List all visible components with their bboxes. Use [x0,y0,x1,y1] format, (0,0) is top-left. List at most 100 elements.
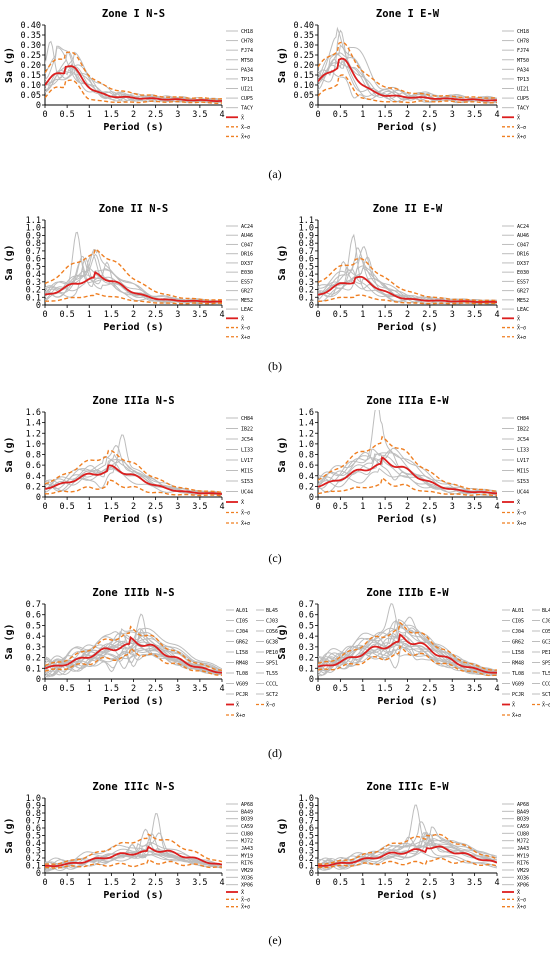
x-tick-label: 1 [360,310,365,320]
record-line [318,247,497,303]
legend-label: E030 [241,270,253,276]
y-tick-label: 0.2 [299,286,314,296]
record-line [318,831,497,871]
legend-label: VM29 [517,868,529,874]
y-tick-label: 0.5 [299,262,314,272]
x-tick-label: 4 [494,110,499,120]
legend-label: E030 [517,270,529,276]
x-tick-label: 2 [131,502,136,512]
mean-line [45,845,222,867]
y-tick-label: 0.2 [26,654,41,664]
y-tick-label: 0 [36,493,41,503]
x-tick-label: 1 [360,502,365,512]
y-tick-label: 0.2 [26,286,41,296]
legend-label: X̄−σ [241,325,250,332]
legend-label: VM29 [241,868,253,874]
record-line [318,602,497,673]
y-tick-label: 0.8 [26,809,41,819]
legend-label: X̄+σ [517,904,526,911]
y-tick-label: 0.7 [299,817,314,827]
legend-label: DX37 [241,261,253,267]
x-tick-label: 0.5 [59,110,74,120]
legend-label: CH84 [517,416,529,422]
legend-label: X̄−σ [241,896,250,903]
legend-label: CJ04 [512,629,524,635]
legend-label: X̄ [241,499,244,506]
mean-minus-sigma-line [45,858,222,869]
x-tick-label: 3 [450,110,455,120]
legend-label: IB22 [241,427,253,433]
x-tick-label: 2.5 [148,684,163,694]
x-tick-label: 4 [494,502,499,512]
legend-label: JA43 [241,846,253,852]
x-axis-label: Period (s) [377,695,437,707]
chart-panel: Zone IIIc N-S00.10.20.30.40.50.60.70.80.… [4,781,253,911]
legend-label: X̄+σ [517,334,526,341]
x-tick-label: 4 [219,110,224,120]
legend-label: CJ04 [236,629,248,635]
x-tick-label: 2 [131,684,136,694]
legend-label: BL45 [266,608,278,614]
x-tick-label: 3 [450,684,455,694]
legend: AC24 AU46 C047 DR16 DX37 E030 ES57 GR27 ME52 LEAC… [226,224,253,341]
record-line [318,648,497,677]
legend-label: SP51 [542,661,550,667]
record-line [318,834,497,868]
legend-label: RM48 [512,661,524,667]
y-tick-label: 1.0 [299,794,314,804]
legend: AL01 CI05 CJ04 GR62 LI58 RM48 TL08 VG09 PCJR BL45… [226,608,278,719]
y-tick-label: 0.6 [299,824,314,834]
legend-label: LI33 [517,448,529,454]
y-tick-label: 0.30 [21,41,41,51]
legend-label: TP13 [517,77,529,83]
x-tick-label: 1.5 [377,310,392,320]
x-tick-label: 3.5 [467,310,482,320]
legend-label: UI21 [517,87,529,93]
y-axis-label: Sa (g) [277,244,288,280]
x-tick-label: 3 [450,310,455,320]
legend-label: ME52 [241,298,253,304]
legend-label: X̄+σ [241,520,250,527]
panel-caption: (c) [268,551,281,565]
chart-title: Zone IIIc N-S [92,781,174,793]
y-tick-label: 0.6 [26,611,41,621]
y-tick-label: 1.2 [299,429,314,439]
mean-line [45,270,222,303]
legend-label: LV17 [241,458,253,464]
x-tick-label: 0.5 [333,502,348,512]
legend-label: CUP5 [241,96,253,102]
y-tick-label: 0.05 [294,91,314,101]
x-tick-label: 2 [131,878,136,888]
record-line [318,410,497,493]
legend-label: X̄−σ [241,510,250,517]
y-tick-label: 0.15 [21,71,41,81]
legend-label: LEAC [517,307,529,313]
legend-label: CU80 [517,831,529,837]
y-tick-label: 0.6 [299,611,314,621]
y-tick-label: 0.2 [299,854,314,864]
x-tick-label: 2 [405,684,410,694]
y-tick-label: 0.4 [26,632,41,642]
y-tick-label: 0.4 [299,270,314,280]
y-tick-label: 0.15 [294,71,314,81]
mean-line [45,65,222,102]
mean-minus-sigma-line [45,292,222,305]
x-tick-label: 2 [405,502,410,512]
x-tick-label: 3 [175,502,180,512]
x-tick-label: 2 [131,110,136,120]
legend-label: TACY [517,106,529,112]
x-tick-label: 3 [175,878,180,888]
panel-caption: (a) [268,167,281,181]
x-tick-label: 3 [175,684,180,694]
x-tick-label: 4 [494,878,499,888]
mean-plus-sigma-line [318,833,497,865]
x-axis-label: Period (s) [377,121,437,133]
legend: AL01 CI05 CJ04 GR62 LI58 RM48 TL08 VG09 PCJR BL45… [502,608,550,719]
legend-label: CO56 [542,629,550,635]
legend-label: GR62 [236,640,248,646]
y-tick-label: 0 [309,301,314,311]
mean-line [318,845,497,867]
y-tick-label: 0.40 [294,21,314,31]
x-tick-label: 3 [450,502,455,512]
